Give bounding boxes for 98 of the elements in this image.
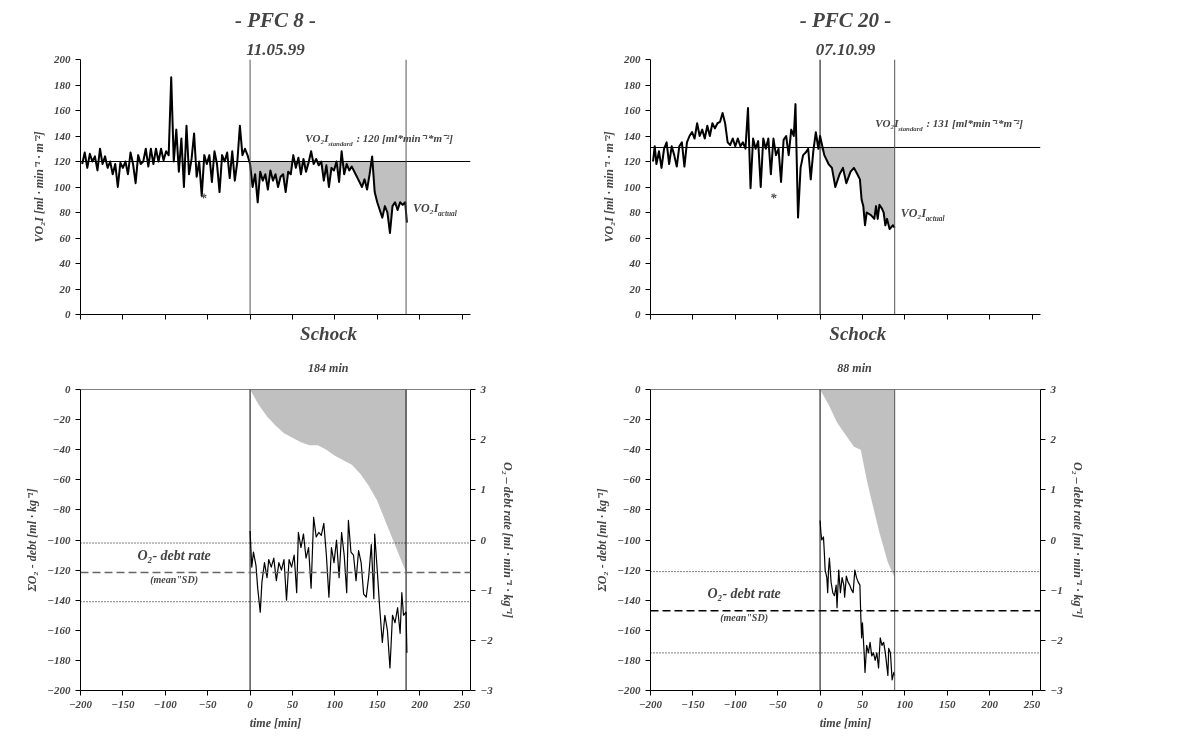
y-axis-title: ΣO₂ - debt [ml · kg⁻¹] xyxy=(25,488,40,593)
x-tick-label: −50 xyxy=(768,697,788,710)
y2-tick-label: −2 xyxy=(1050,633,1064,646)
y2-tick-label: −1 xyxy=(480,583,493,596)
y-tick-label: 20 xyxy=(628,282,641,295)
y-tick-label: −120 xyxy=(617,563,641,576)
y2-axis-title: O₂ – debt rate [ml · min⁻¹ · kg⁻¹] xyxy=(1070,461,1085,619)
text: 184 min xyxy=(308,360,349,375)
y-tick-label: 140 xyxy=(54,129,71,142)
y-tick-label: −120 xyxy=(47,563,71,576)
annotation: (mean"SD) xyxy=(720,611,768,624)
y-tick-label: −140 xyxy=(617,593,641,606)
y-tick-label: 0 xyxy=(635,308,641,320)
y-tick-label: 200 xyxy=(53,53,71,65)
x-tick-label: −100 xyxy=(153,697,178,710)
y-tick-label: −160 xyxy=(47,623,71,636)
y2-tick-label: 1 xyxy=(480,483,486,496)
x-tick-label: −150 xyxy=(111,697,135,710)
y-tick-label: 200 xyxy=(623,53,641,65)
y-tick-label: 160 xyxy=(54,104,71,116)
y-tick-label: 80 xyxy=(59,206,71,218)
x-tick-label: 250 xyxy=(452,697,471,710)
x-tick-label: 150 xyxy=(368,697,386,710)
x-tick-label: 100 xyxy=(896,697,914,710)
y-tick-label: 120 xyxy=(54,155,71,167)
y-axis-title: ΣO₂ - debt [ml · kg⁻¹] xyxy=(595,488,610,593)
x-tick-label: 200 xyxy=(980,697,999,710)
y-tick-label: −160 xyxy=(617,623,641,636)
y-tick-label: −20 xyxy=(622,413,641,426)
y-tick-label: −40 xyxy=(52,443,71,456)
x-tick-label: 100 xyxy=(326,697,344,710)
x-tick-label: 0 xyxy=(247,697,254,710)
y-tick-label: 120 xyxy=(624,155,641,167)
y2-tick-label: −1 xyxy=(1050,583,1063,596)
x-axis-title: time [min] xyxy=(819,715,872,730)
y-tick-label: −20 xyxy=(52,413,71,426)
y-tick-label: −200 xyxy=(617,684,641,696)
y2-tick-label: 3 xyxy=(1049,383,1057,395)
y-tick-label: −80 xyxy=(622,503,641,516)
x-axis-title: time [min] xyxy=(249,715,302,730)
y-tick-label: 100 xyxy=(624,180,641,193)
y-tick-label: −180 xyxy=(617,653,641,666)
y-axis-title: VO₂I [ml · min⁻¹ · m⁻²] xyxy=(32,131,46,243)
y2-tick-label: −3 xyxy=(480,684,494,696)
text: Schock xyxy=(300,322,358,344)
annotation: O₂- debt rate xyxy=(137,547,211,563)
y-tick-label: −100 xyxy=(47,533,71,546)
y-tick-label: 0 xyxy=(635,383,641,395)
y2-tick-label: 2 xyxy=(1049,433,1057,446)
x-tick-label: 50 xyxy=(286,697,299,710)
annotation: * xyxy=(200,189,208,205)
y-tick-label: 180 xyxy=(624,78,641,91)
x-tick-label: 150 xyxy=(938,697,956,710)
y2-tick-label: 3 xyxy=(479,383,487,395)
y-tick-label: 60 xyxy=(59,231,71,244)
x-tick-label: −100 xyxy=(723,697,748,710)
y-tick-label: 20 xyxy=(58,282,71,295)
y-tick-label: 40 xyxy=(628,257,641,269)
y-tick-label: 100 xyxy=(54,180,71,193)
y-axis-title: VO₂I [ml · min⁻¹ · m⁻²] xyxy=(602,131,616,243)
y-tick-label: 60 xyxy=(629,231,641,244)
x-tick-label: −150 xyxy=(681,697,705,710)
chart-title: - PFC 8 - xyxy=(234,7,317,32)
x-tick-label: 0 xyxy=(817,697,824,710)
y2-tick-label: 2 xyxy=(479,433,487,446)
x-tick-label: −50 xyxy=(198,697,218,710)
y-tick-label: −180 xyxy=(47,653,71,666)
y-tick-label: −140 xyxy=(47,593,71,606)
annotation: * xyxy=(770,189,778,205)
y-tick-label: 160 xyxy=(624,104,641,116)
y-tick-label: −60 xyxy=(622,473,641,486)
y-tick-label: 180 xyxy=(54,78,71,91)
y2-tick-label: −2 xyxy=(480,633,494,646)
y-tick-label: −100 xyxy=(617,533,641,546)
text: Schock xyxy=(829,322,887,344)
annotation: O₂- debt rate xyxy=(707,585,781,601)
y-tick-label: 80 xyxy=(629,206,641,218)
y-tick-label: 140 xyxy=(624,129,641,142)
y-tick-label: −200 xyxy=(47,684,71,696)
y-tick-label: −40 xyxy=(622,443,641,456)
x-tick-label: 200 xyxy=(410,697,429,710)
y-tick-label: −60 xyxy=(52,473,71,486)
y-tick-label: −80 xyxy=(52,503,71,516)
chart-subtitle: 11.05.99 xyxy=(246,39,306,59)
chart-title: - PFC 20 - xyxy=(799,7,892,32)
y-tick-label: 40 xyxy=(58,257,71,269)
y-tick-label: 0 xyxy=(65,383,71,395)
y2-tick-label: −3 xyxy=(1050,684,1064,696)
text: 88 min xyxy=(837,360,873,375)
y2-tick-label: 0 xyxy=(1050,533,1057,546)
y2-axis-title: O₂ – debt rate [ml · min⁻¹ · kg⁻¹] xyxy=(500,461,515,619)
y-tick-label: 0 xyxy=(65,308,71,320)
chart-subtitle: 07.10.99 xyxy=(815,39,876,59)
y2-tick-label: 0 xyxy=(480,533,487,546)
annotation: (mean"SD) xyxy=(150,573,198,586)
x-tick-label: 50 xyxy=(856,697,869,710)
y2-tick-label: 1 xyxy=(1050,483,1056,496)
x-tick-label: 250 xyxy=(1022,697,1041,710)
